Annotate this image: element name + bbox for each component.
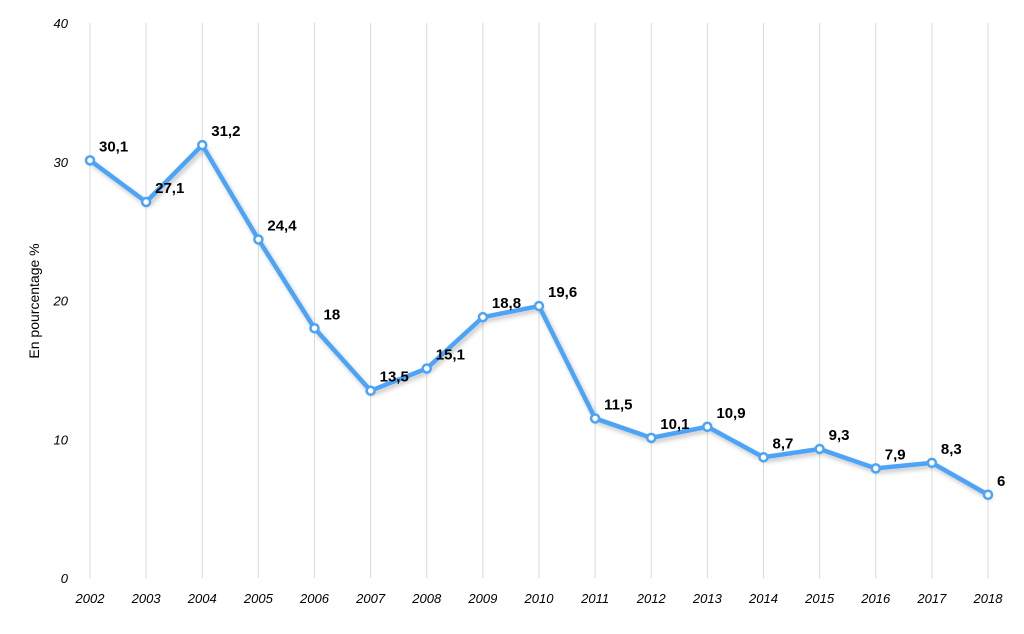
data-label: 19,6	[548, 284, 577, 301]
data-point	[309, 323, 320, 334]
x-tick-label: 2004	[187, 591, 217, 606]
y-axis-title: En pourcentage %	[26, 243, 42, 358]
x-tick-label: 2017	[916, 591, 947, 606]
x-tick-label: 2014	[748, 591, 778, 606]
data-label: 15,1	[436, 346, 465, 363]
data-labels: 30,1 27,1 31,2 24,4 18 13,5 15,1 18,8 19,6 11,5 10…	[99, 123, 1005, 490]
x-tick-label: 2003	[131, 591, 162, 606]
x-tick-label: 2016	[860, 591, 891, 606]
data-label: 18,8	[492, 295, 521, 312]
data-point	[84, 155, 96, 166]
data-label: 30,1	[99, 138, 128, 155]
data-label: 31,2	[211, 123, 240, 140]
x-tick-label: 2002	[75, 591, 106, 606]
x-tick-label: 2006	[299, 591, 330, 606]
data-label: 6	[997, 473, 1005, 490]
x-tick-label: 2007	[355, 591, 386, 606]
data-label: 7,9	[885, 446, 906, 463]
x-tick-label: 2008	[411, 591, 442, 606]
data-label: 8,7	[773, 435, 794, 452]
x-tick-label: 2011	[580, 591, 609, 606]
data-point	[702, 421, 713, 433]
data-point	[421, 363, 432, 374]
y-tick-label: 10	[54, 432, 69, 447]
y-tick-label: 20	[53, 294, 69, 309]
data-point	[253, 234, 264, 245]
data-point	[814, 443, 825, 455]
data-label: 11,5	[604, 396, 632, 413]
data-label: 10,1	[660, 416, 689, 433]
data-point	[926, 457, 938, 469]
y-tick-label: 0	[61, 571, 69, 586]
data-point	[646, 432, 657, 444]
data-label: 18	[324, 306, 341, 323]
data-point	[758, 452, 769, 463]
y-tick-label: 40	[54, 16, 69, 31]
data-point	[589, 413, 601, 424]
data-label: 13,5	[380, 369, 409, 386]
data-point	[477, 311, 489, 323]
y-tick-label: 30	[54, 155, 69, 170]
data-label: 8,3	[941, 441, 962, 458]
data-point	[140, 196, 152, 208]
data-label: 9,3	[829, 427, 850, 444]
data-point	[870, 463, 881, 474]
x-tick-label: 2010	[524, 591, 555, 606]
data-label: 27,1	[155, 180, 184, 197]
series-layer	[84, 139, 994, 500]
x-axis-ticks: 2002 2003 2004 2005 2006 2007 2008 2009 2010 2011…	[75, 591, 1004, 606]
x-tick-label: 2015	[804, 591, 835, 606]
x-tick-label: 2018	[973, 591, 1004, 606]
data-point	[365, 385, 376, 396]
x-tick-label: 2012	[636, 591, 667, 606]
data-point	[533, 300, 545, 312]
y-axis-ticks: 0 10 20 30 40	[53, 16, 69, 586]
data-point	[982, 489, 994, 500]
data-point	[197, 139, 208, 151]
x-tick-label: 2013	[692, 591, 723, 606]
x-tick-label: 2009	[467, 591, 497, 606]
data-label: 24,4	[267, 217, 297, 234]
data-label: 10,9	[716, 405, 745, 422]
gridlines	[89, 23, 989, 578]
x-tick-label: 2005	[243, 591, 274, 606]
